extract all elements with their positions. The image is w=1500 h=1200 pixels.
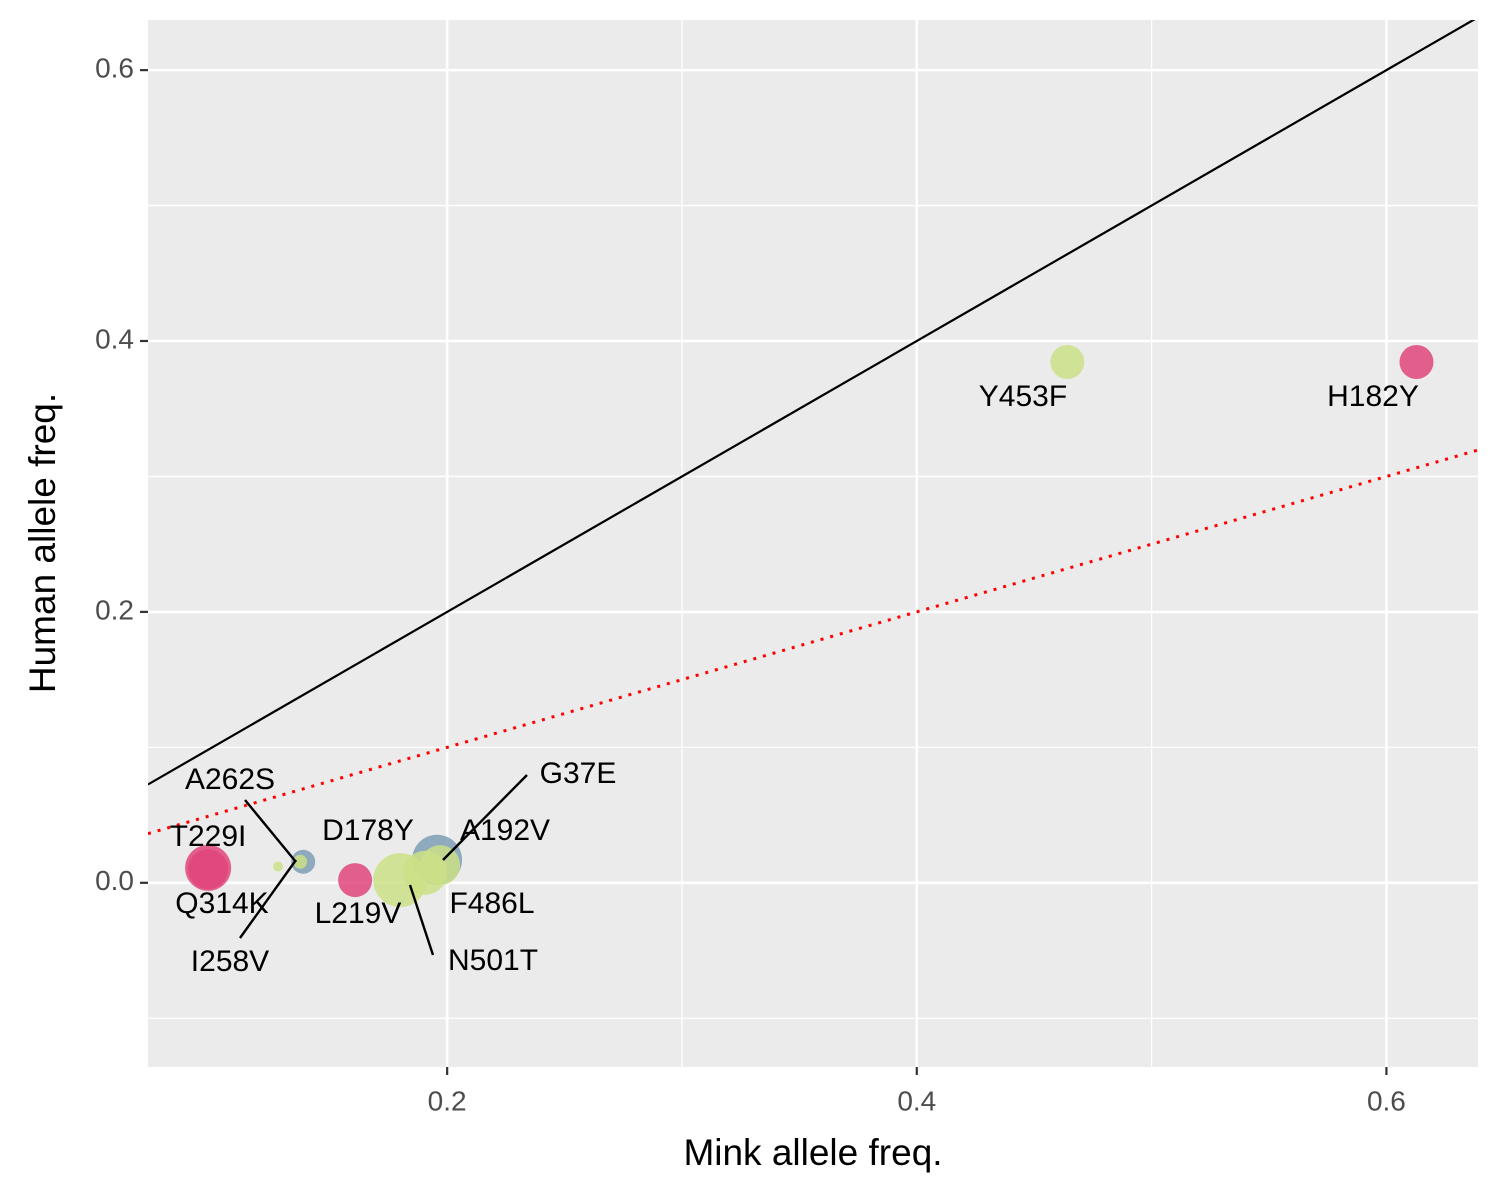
panel <box>148 20 1478 1067</box>
point-label: A262S <box>185 763 275 796</box>
point-label: Y453F <box>979 380 1067 413</box>
leader-line <box>408 884 435 956</box>
x-axis-title: Mink allele freq. <box>683 1132 942 1173</box>
point-label: G37E <box>540 757 617 790</box>
y-tick-label: 0.6 <box>95 53 134 84</box>
reference-line <box>148 448 1478 836</box>
point-label: T229I <box>170 820 247 853</box>
y-tick-label: 0.0 <box>95 865 134 896</box>
reference-lines <box>148 20 1478 836</box>
grid <box>148 20 1478 1067</box>
x-tick-label: 0.6 <box>1367 1085 1406 1116</box>
point <box>1399 345 1434 380</box>
point <box>293 854 308 869</box>
points <box>185 345 1434 908</box>
x-tick-label: 0.4 <box>897 1085 936 1116</box>
point <box>273 861 284 872</box>
point <box>188 849 229 890</box>
point-label: F486L <box>449 887 534 920</box>
point <box>1050 345 1085 380</box>
point <box>338 863 373 898</box>
x-tick-label: 0.2 <box>428 1085 467 1116</box>
point-label: H182Y <box>1327 380 1419 413</box>
point-label: L219V <box>315 897 402 930</box>
point-label: N501T <box>448 944 538 977</box>
y-tick-label: 0.2 <box>95 594 134 625</box>
leader-line <box>239 859 297 939</box>
leader-line <box>442 774 528 861</box>
point-labels: A262S A192V T229I Q314K L219V N501T F486L G37E I… <box>170 380 1419 978</box>
point <box>420 845 461 886</box>
point-label: A192V <box>460 814 550 847</box>
leader-line <box>244 799 297 863</box>
y-axis-title: Human allele freq. <box>22 393 63 693</box>
y-tick-label: 0.4 <box>95 323 134 354</box>
axes: 0.2 0.4 0.6 0.0 0.2 0.4 0.6 <box>95 53 1406 1117</box>
reference-line <box>148 20 1476 786</box>
point-label: D178Y <box>322 814 414 847</box>
point-label: I258V <box>191 945 269 978</box>
point-label: Q314K <box>175 887 268 920</box>
